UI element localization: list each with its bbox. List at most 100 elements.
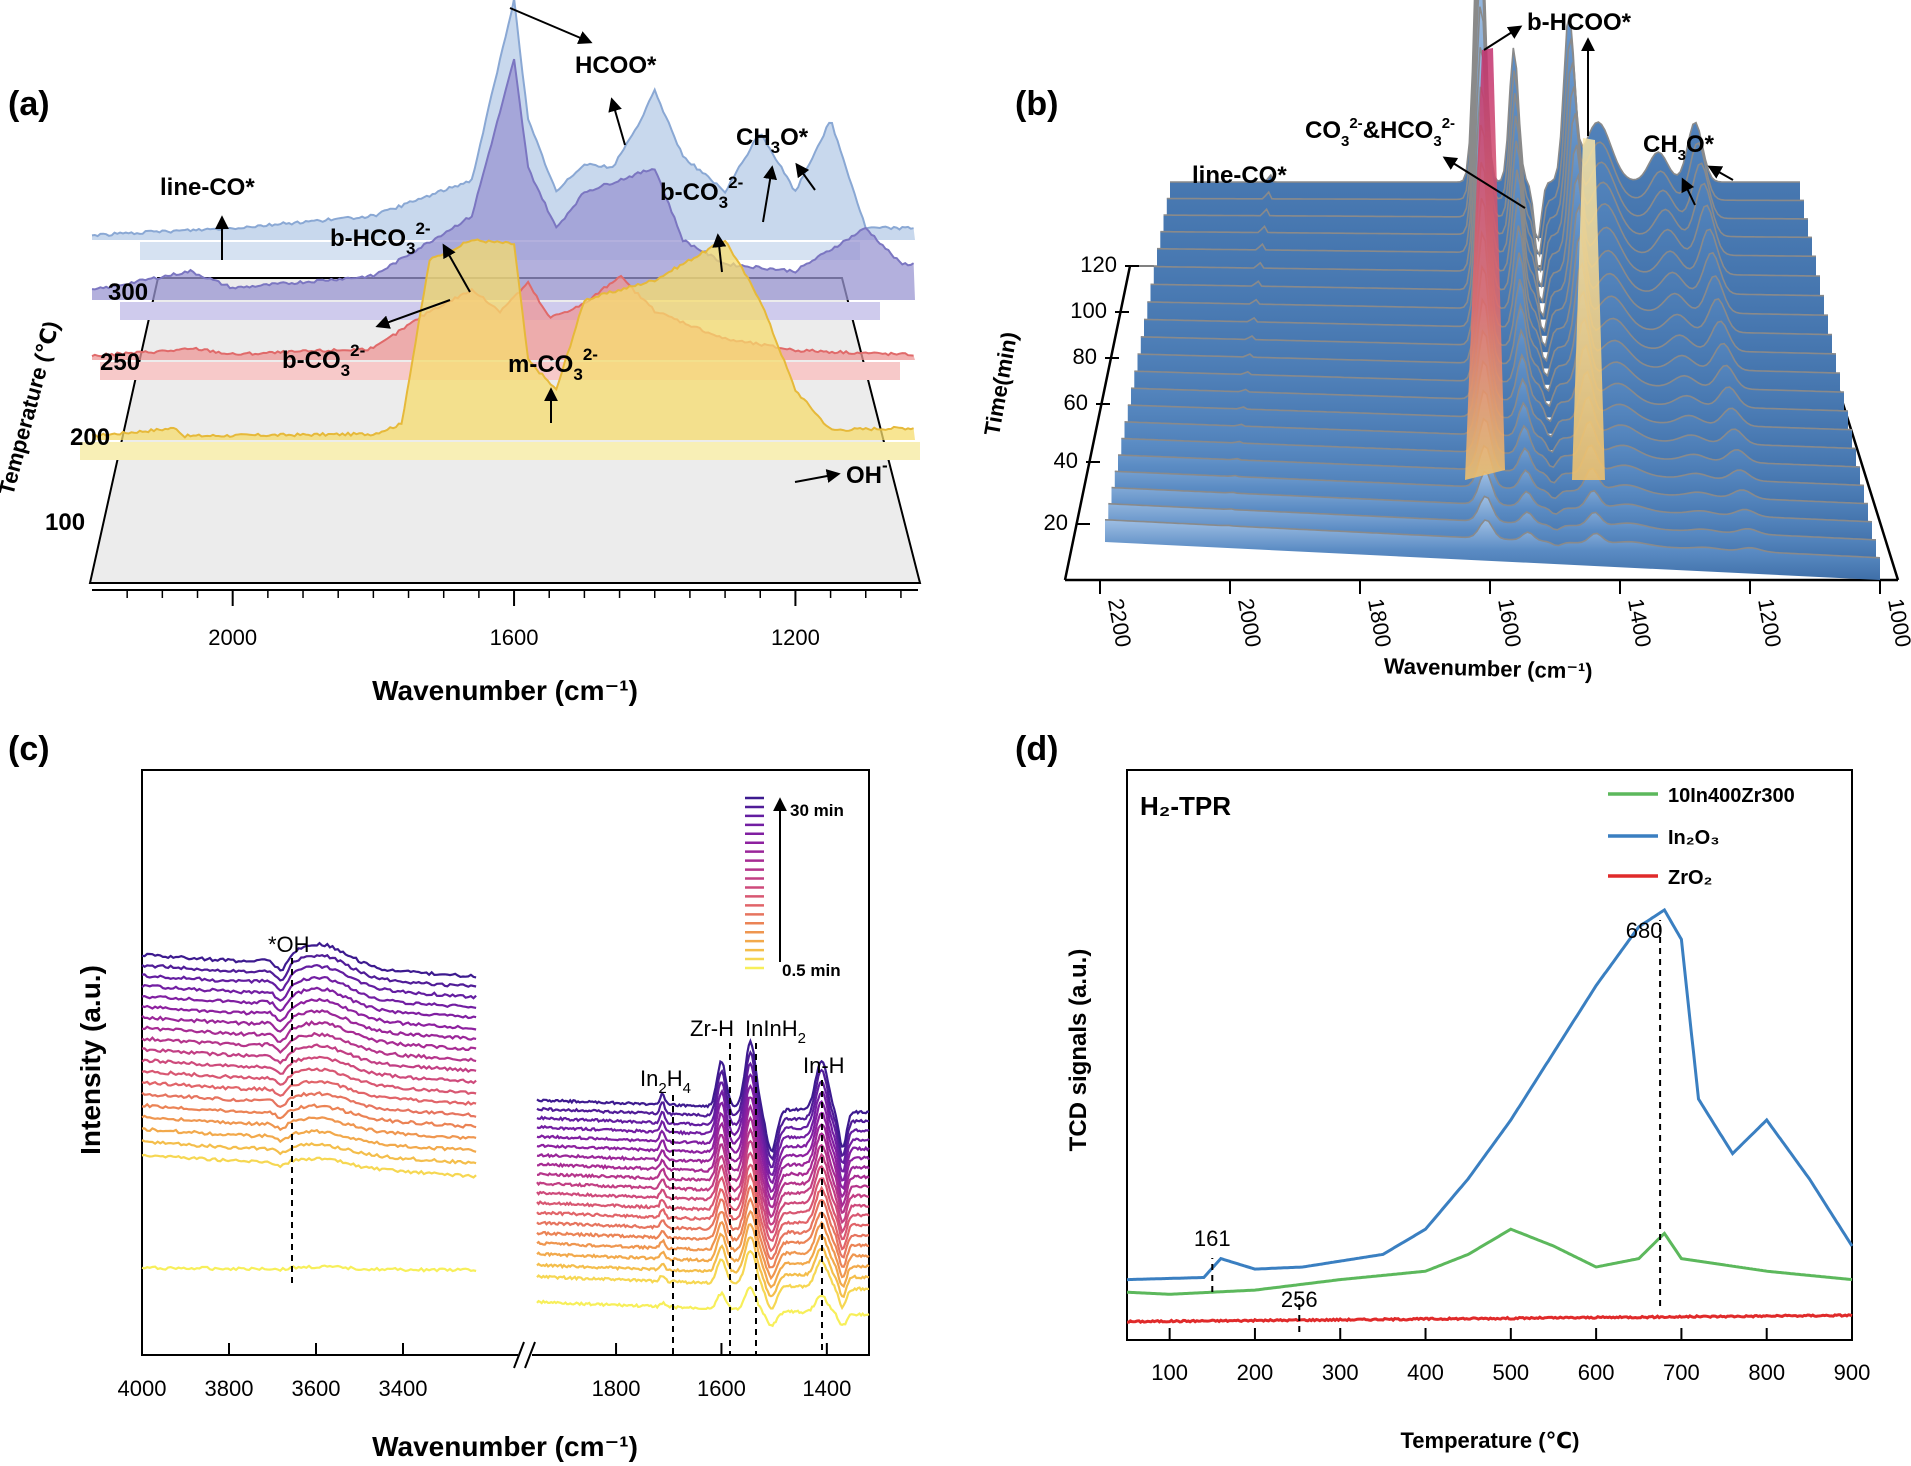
c-curve-left [141, 1264, 477, 1273]
ann-a-ch3o: CH3O* [736, 124, 809, 157]
panel-c-frame [141, 769, 870, 1356]
panel-b-label: (b) [1015, 85, 1058, 123]
panel-c-break-mark-2 [524, 1341, 536, 1369]
d-tick-label: 700 [1663, 1360, 1700, 1385]
panel-c-curves [141, 941, 870, 1328]
b-time-curve [1111, 470, 1873, 523]
a-tick-label: 1600 [490, 625, 539, 650]
panel-a-x-title: Wavenumber (cm⁻¹) [372, 675, 638, 706]
line-a-100 [91, 238, 914, 439]
b-y-tick-label: 60 [1064, 390, 1088, 415]
panel-b-y-ticks: 120 100 80 60 40 20 [1044, 252, 1139, 535]
ann-c-oh: *OH [268, 932, 310, 957]
ann-b-ch3o: CH3O* [1643, 131, 1715, 164]
c-curve-left [141, 1067, 477, 1096]
b-x-tick-label: 1000 [1883, 597, 1911, 650]
band-100 [80, 442, 920, 460]
area-a-250 [92, 59, 915, 300]
panel-c-legend-top: 30 min [790, 801, 844, 820]
c-curve-right [536, 1209, 870, 1281]
c-curve-right [536, 1061, 870, 1169]
c-curve-right [536, 1103, 870, 1201]
panel-b-y-title: Time(min) [979, 330, 1022, 437]
c-curve-left [141, 986, 477, 1020]
arrow-b-ch3o-2 [1707, 165, 1734, 181]
d-legend-label: ZrO₂ [1668, 867, 1712, 889]
arrow-b-co3 [1442, 156, 1526, 209]
panel-c-x-ticks: 4000 3800 3600 3400 1800 1600 1400 [118, 1343, 851, 1401]
ann-a-bhco3: b-HCO32- [330, 219, 431, 258]
c-curve-left [141, 941, 477, 979]
panel-a-x-ticks: 2000 1600 1200 [126, 590, 902, 650]
d-tick-label: 300 [1322, 1360, 1359, 1385]
c-tick-label: 1400 [802, 1376, 851, 1401]
c-curve-left [141, 1139, 477, 1165]
ann-b-co3-hco3: CO32-&HCO32- [1305, 115, 1455, 150]
panel-a-y-title: Temperature (℃) [0, 318, 64, 497]
panel-d-title: H₂-TPR [1140, 791, 1231, 821]
c-curve-right [536, 1072, 870, 1177]
arrow-a-bco3-left [375, 299, 451, 329]
c-curve-left [141, 1091, 477, 1118]
b-x-tick-label: 1800 [1363, 597, 1396, 650]
panel-d-x-ticks: 100 200 300 400 500 600 700 800 900 [1151, 1328, 1870, 1385]
c-curve-left [141, 997, 477, 1031]
d-tick-label: 400 [1407, 1360, 1444, 1385]
c-curve-right [536, 1096, 870, 1194]
c-curve-left [141, 1043, 477, 1073]
panel-c-x-title: Wavenumber (cm⁻¹) [372, 1431, 638, 1462]
c-curve-left [141, 1079, 477, 1106]
c-curve-right [536, 1151, 870, 1235]
c-curve-right [537, 1115, 870, 1209]
arrow-a-hcoo-1 [509, 7, 593, 45]
arrow-a-ch3o-2 [795, 162, 816, 191]
panel-a-label: (a) [8, 85, 50, 123]
a-temp-label: 100 [45, 509, 85, 536]
c-tick-label: 3800 [205, 1376, 254, 1401]
c-curve-left [141, 1009, 477, 1041]
d-tick-label: 600 [1578, 1360, 1615, 1385]
panel-d-frame [1126, 769, 1853, 1341]
panel-c: (c) 4000 3800 3600 3400 1800 1600 1400 Wavenum… [8, 730, 870, 1462]
panel-c-legend-bottom: 0.5 min [782, 961, 841, 980]
c-curve-right [536, 1126, 870, 1219]
c-curve-right [536, 1139, 870, 1226]
line-a-250 [91, 58, 915, 291]
arrow-a-oh [794, 469, 841, 483]
d-tick-label: 100 [1151, 1360, 1188, 1385]
c-curve-right [536, 1083, 870, 1185]
b-y-tick-label: 80 [1073, 344, 1097, 369]
arrow-a-ch3o-1 [762, 165, 778, 223]
ann-a-bco3-left: b-CO32- [282, 341, 365, 380]
a-tick-label: 1200 [771, 625, 820, 650]
c-curve-left [141, 975, 477, 1009]
panel-c-legend [745, 796, 764, 970]
b-x-tick-label: 2000 [1233, 597, 1266, 650]
b-x-tick-label: 1200 [1753, 597, 1786, 650]
a-tick-label: 2000 [208, 625, 257, 650]
c-curve-right [536, 1223, 870, 1289]
panel-d: (d) H₂-TPR 100 200 300 400 500 600 700 800 900 1… [1015, 730, 1870, 1453]
panel-a-y-labels: 300 250 200 100 [45, 279, 148, 536]
panel-c-label: (c) [8, 730, 50, 768]
b-time-curve [1104, 519, 1881, 559]
ann-a-bco3-right: b-CO32- [660, 173, 743, 212]
c-curve-left [141, 1114, 477, 1141]
arrow-a-hcoo-2 [608, 97, 626, 146]
panel-b-x-ticks: 2200 2000 1800 1600 1400 1200 1000 [1099, 580, 1911, 650]
panel-c-break-mark-1 [513, 1341, 525, 1369]
ann-b-lineco: line-CO* [1192, 162, 1287, 189]
panel-d-x-title: Temperature (℃) [1400, 1428, 1579, 1453]
d-series-line [1126, 1313, 1853, 1325]
b-ridge-co3 [1465, 48, 1505, 480]
c-curve-left [141, 1020, 477, 1051]
ann-c-in2h4: In2H4 [640, 1066, 691, 1097]
a-temp-label: 200 [70, 424, 110, 451]
ann-c-ininh2: InInH2 [745, 1016, 806, 1047]
b-y-tick-label: 120 [1080, 252, 1117, 277]
a-temp-label: 250 [100, 349, 140, 376]
d-tick-label: 200 [1237, 1360, 1274, 1385]
c-curve-left [141, 1055, 477, 1085]
panel-a: (a) 2000 1600 1200 Wavenumber (cm⁻¹) Tempe… [0, 0, 922, 706]
b-x-tick-label: 2200 [1103, 597, 1136, 650]
